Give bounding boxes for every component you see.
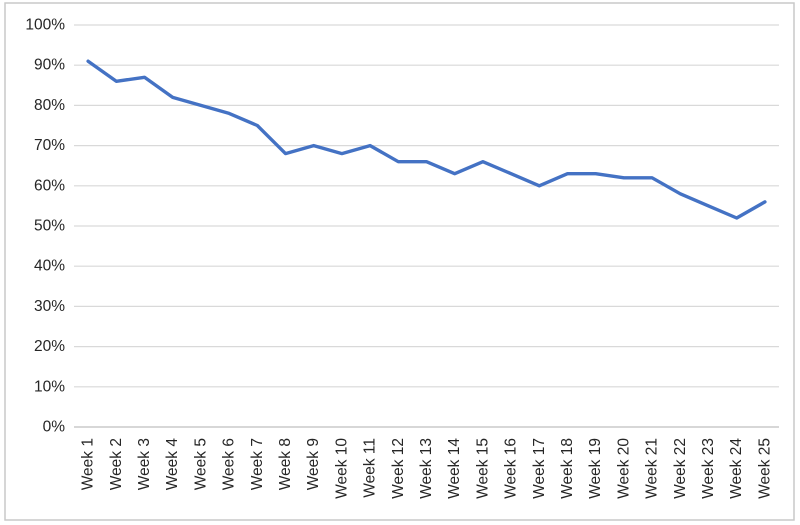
chart-border [4,2,795,521]
x-axis-tick-label: Week 9 [305,438,322,490]
y-axis-tick-label: 50% [34,218,65,235]
x-axis-tick-label: Week 20 [615,438,632,499]
y-axis-tick-label: 80% [34,97,65,114]
x-axis-tick-label: Week 17 [531,438,548,499]
x-axis-tick-label: Week 21 [644,438,661,499]
y-axis-tick-label: 60% [34,177,65,194]
x-axis-tick-label: Week 22 [672,438,689,499]
x-axis-tick-label: Week 13 [418,438,435,499]
x-axis-tick-label: Week 23 [700,438,717,499]
y-axis-tick-label: 100% [25,17,65,34]
x-axis-tick-label: Week 18 [559,438,576,499]
x-axis-tick-label: Week 4 [164,438,181,491]
x-axis-tick-label: Week 14 [446,438,463,499]
x-axis-tick-label: Week 12 [390,438,407,499]
x-axis-tick-label: Week 10 [333,438,350,499]
y-axis-tick-label: 90% [34,57,65,74]
x-axis-tick-label: Week 2 [108,438,125,490]
x-axis-tick-label: Week 3 [136,438,153,490]
y-axis-tick-label: 0% [43,419,66,436]
x-axis-tick-label: Week 25 [756,438,773,499]
x-axis-tick-label: Week 15 [474,438,491,499]
y-axis-tick-label: 20% [34,338,65,355]
data-series-line [86,59,767,220]
x-axis-tick-label: Week 19 [587,438,604,499]
y-axis-tick-label: 10% [34,378,65,395]
y-axis-tick-label: 40% [34,258,65,275]
x-axis-tick-label: Week 8 [277,438,294,490]
x-axis-tick-label: Week 16 [503,438,520,499]
x-axis-tick-label: Week 5 [192,438,209,490]
x-axis-tick-label: Week 1 [80,438,97,490]
x-axis-tick-label: Week 11 [362,438,379,498]
y-axis-tick-label: 30% [34,298,65,315]
x-axis-tick-label: Week 24 [728,438,745,499]
x-axis-tick-label: Week 6 [221,438,238,490]
x-axis-tick-label: Week 7 [249,438,266,490]
y-axis-tick-label: 70% [34,137,65,154]
